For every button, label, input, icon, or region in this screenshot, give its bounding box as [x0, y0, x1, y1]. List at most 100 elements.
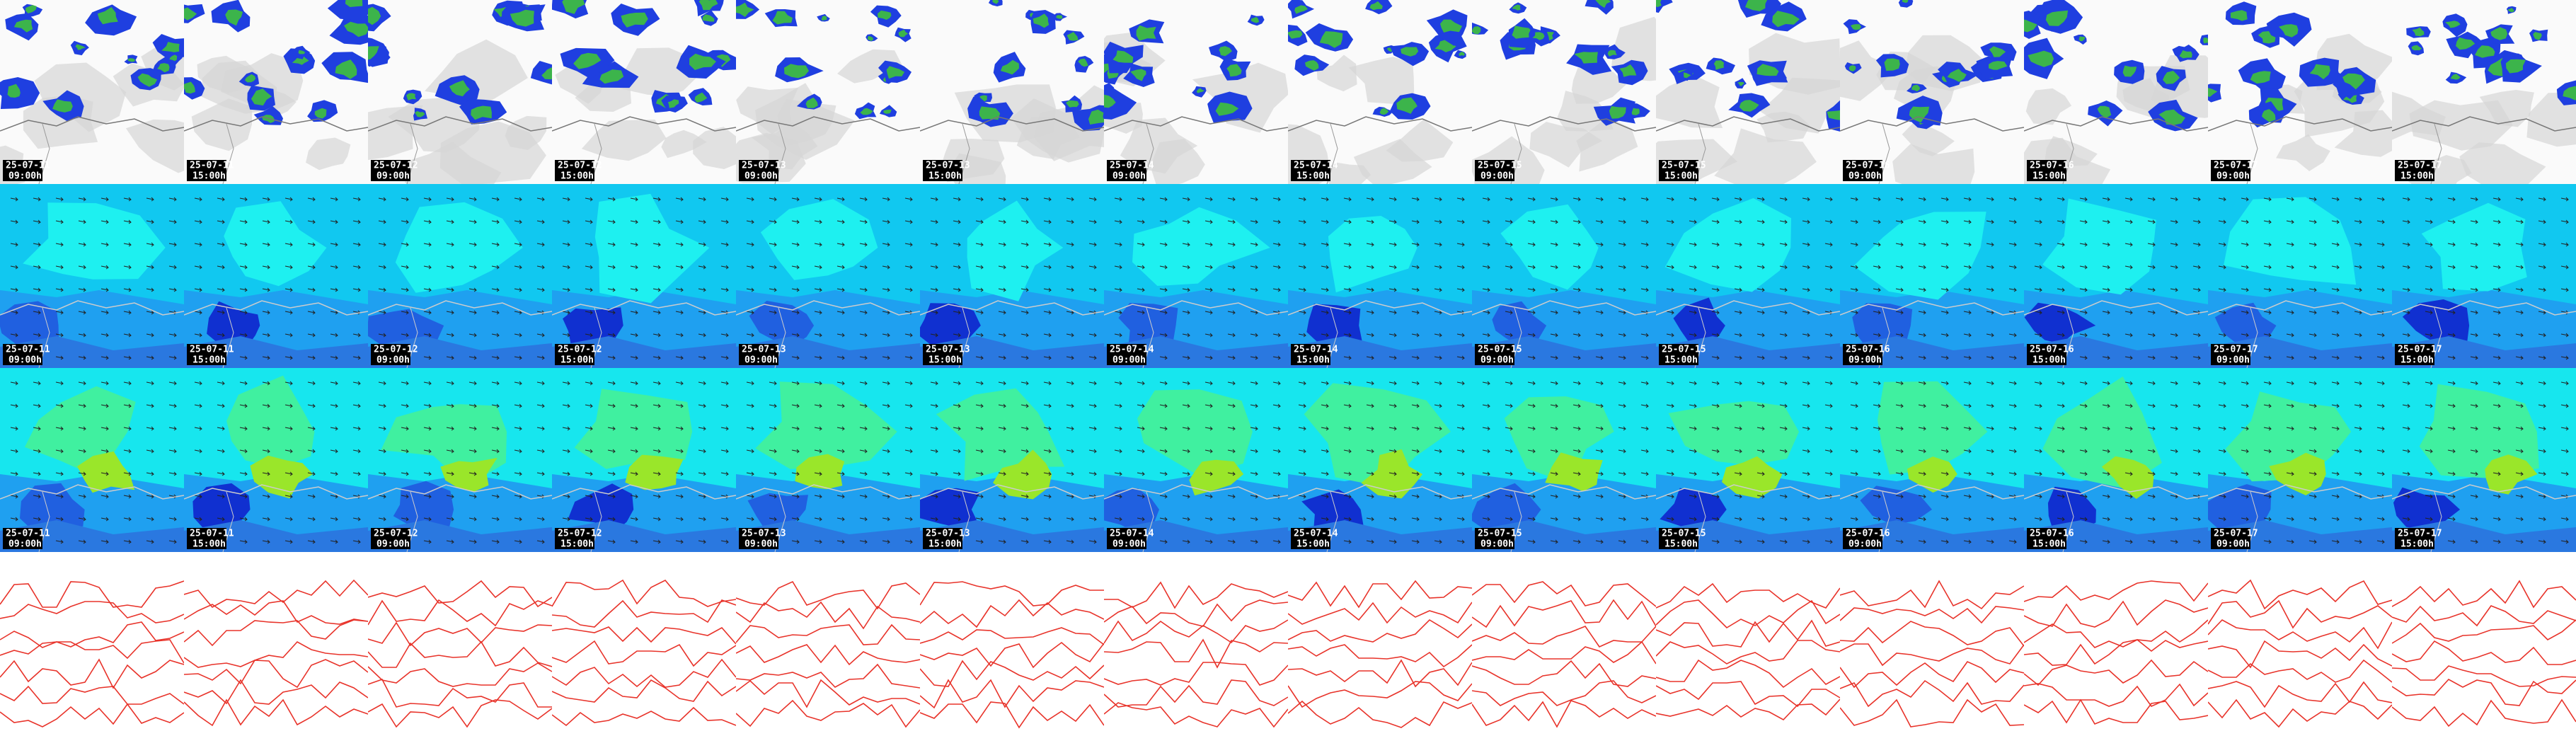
wind-arrow [1963, 197, 1972, 202]
cloud [191, 98, 253, 151]
map-layer [1472, 552, 1656, 736]
wind-arrow [2102, 403, 2110, 408]
wind-arrow [1066, 494, 1074, 499]
date-label: 25-07-14 [1294, 161, 1338, 171]
wind-arrow [1159, 449, 1168, 454]
wind-arrow [746, 517, 754, 522]
wind-arrow [1088, 426, 1097, 431]
wind-arrow [2538, 333, 2546, 338]
wind-arrow [1456, 471, 1465, 476]
wind-arrow [100, 310, 109, 315]
wind-arrow [1756, 265, 1765, 270]
wind-arrow [1321, 517, 1329, 522]
rain-core [979, 106, 1001, 120]
rain-core [689, 53, 716, 70]
wind-arrow [1824, 197, 1833, 202]
coastline [2392, 484, 2576, 500]
wind-arrow [1272, 219, 1281, 224]
map-bg [920, 552, 1104, 736]
cloud [1386, 119, 1454, 162]
wind-arrow [2354, 287, 2362, 292]
wind-arrow [491, 310, 500, 315]
wind-arrow [630, 494, 638, 499]
contour [1840, 621, 2024, 647]
wind-arrow [2170, 242, 2178, 247]
wind-arrow [330, 426, 338, 431]
low [1860, 485, 1932, 524]
wind-arrow [2034, 242, 2042, 247]
coastline [0, 484, 184, 500]
wind-arrow [1388, 242, 1397, 247]
wind-arrow [953, 219, 961, 224]
coastline [2024, 116, 2208, 132]
contour [736, 699, 920, 728]
rain-core [2258, 31, 2276, 44]
rain-core [2507, 7, 2514, 13]
wind-arrow [1618, 333, 1626, 338]
wind-arrow [1572, 219, 1581, 224]
wind-arrow [2057, 517, 2065, 522]
date-label: 25-07-12 [374, 529, 418, 539]
wind-arrow [168, 449, 177, 454]
field [1668, 401, 1799, 466]
wind-arrow [146, 219, 154, 224]
rain [368, 38, 389, 67]
wind-arrow [1366, 539, 1374, 544]
wind-arrow [1182, 287, 1190, 292]
wind-arrow [791, 310, 800, 315]
wind-arrow [1227, 310, 1236, 315]
time-label: 15:00h [928, 539, 962, 550]
wind-arrow [2515, 242, 2524, 247]
wind-arrow [2034, 494, 2042, 499]
wind-arrow [2263, 265, 2272, 270]
wind-arrow [836, 287, 845, 292]
wind-arrow [1388, 539, 1397, 544]
rain-core [1066, 100, 1079, 108]
wind-arrow [514, 426, 522, 431]
wind-arrow [1272, 333, 1281, 338]
wind-arrow [194, 403, 202, 408]
wind-arrow [1343, 219, 1352, 224]
wind-arrow [1572, 333, 1581, 338]
map-layer [736, 552, 920, 736]
wind-arrow [1873, 426, 1881, 431]
wind-arrow [423, 355, 432, 360]
rain-core [52, 99, 73, 113]
wind-arrow [2286, 242, 2294, 247]
wind-arrow [514, 242, 522, 247]
wind-arrow [1321, 219, 1329, 224]
wind-arrow [1137, 197, 1145, 202]
wind-arrow [1182, 426, 1190, 431]
wind-arrow [1824, 381, 1833, 386]
wind-arrow [2241, 471, 2249, 476]
contour [184, 640, 368, 668]
wind-arrow [1595, 333, 1604, 338]
wind-arrow [2079, 219, 2088, 224]
wind-arrow [2447, 539, 2456, 544]
wind-arrow [2170, 449, 2178, 454]
wind-arrow [2560, 403, 2569, 408]
wind-arrow [675, 355, 684, 360]
wind-arrow [1895, 471, 1904, 476]
wind-arrow [2034, 517, 2042, 522]
wind-arrow [1918, 355, 1926, 360]
wind-arrow [2425, 197, 2433, 202]
date-label: 25-07-14 [1294, 345, 1338, 355]
rain-core [1739, 100, 1759, 112]
wind-arrow [1734, 494, 1742, 499]
wind-arrow [2057, 381, 2065, 386]
field [2042, 198, 2156, 295]
wind-arrow [239, 471, 248, 476]
wind-arrow [1043, 219, 1052, 224]
wind-arrow [2147, 287, 2156, 292]
wind-arrow [33, 449, 41, 454]
wind-arrow [1895, 403, 1904, 408]
wind-arrow [446, 471, 454, 476]
wind-arrow [1779, 403, 1788, 408]
wind-arrow [814, 219, 822, 224]
wind-arrow [1482, 287, 1490, 292]
time-label: 15:00h [1296, 171, 1330, 182]
